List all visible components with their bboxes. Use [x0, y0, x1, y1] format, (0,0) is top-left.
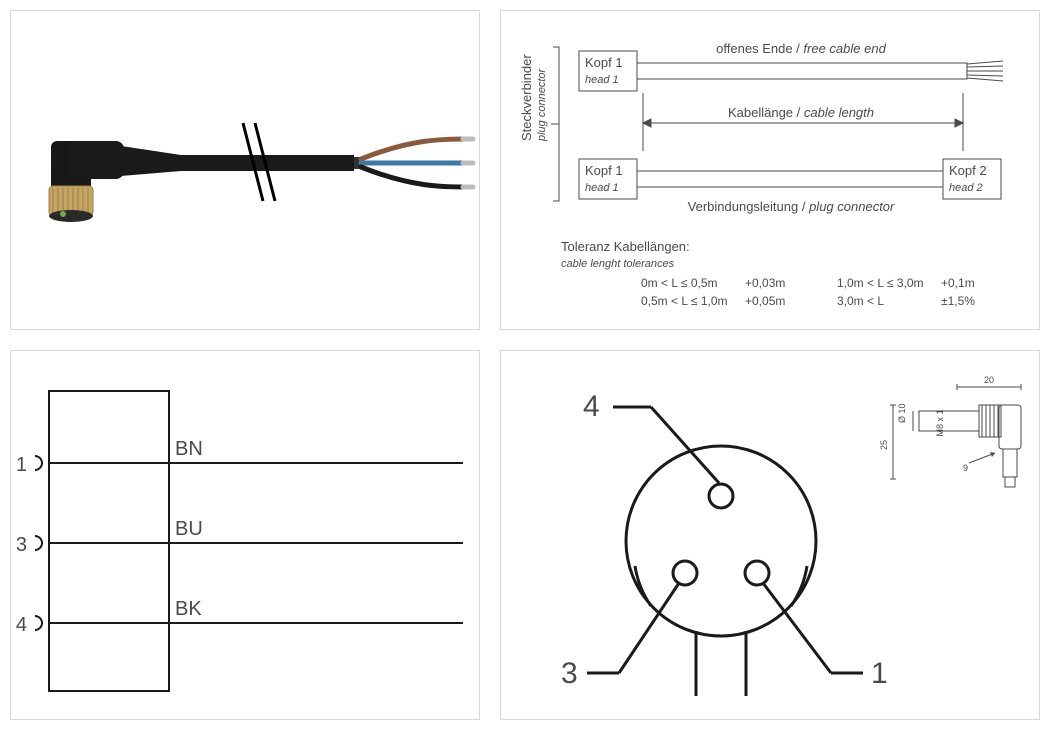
svg-text:Verbindungsleitung / plug conn: Verbindungsleitung / plug connector	[688, 199, 895, 214]
mid-label-en: cable length	[804, 105, 874, 120]
pin-label-1: 1	[871, 657, 888, 690]
product-photo-svg	[11, 11, 481, 331]
bot-head2-en: head 2	[949, 182, 983, 194]
pin-label-3: 3	[561, 657, 578, 690]
under-label-de: Verbindungsleitung	[688, 199, 799, 214]
wires	[361, 139, 473, 187]
mech-thread: M8 x 1	[935, 409, 945, 436]
bot-head1-en: head 1	[585, 182, 619, 194]
side-label-de: Steckverbinder	[519, 54, 534, 141]
connector-body	[49, 141, 181, 222]
product-photo-panel	[10, 10, 480, 330]
side-label-en: plug connector	[536, 68, 548, 142]
top-head1-en: head 1	[585, 74, 619, 86]
mech-width: 20	[984, 375, 994, 385]
top-label-de: offenes Ende	[716, 41, 792, 56]
svg-text:Kabellänge / cable length: Kabellänge / cable length	[728, 105, 874, 120]
pin-3-code: BU	[175, 518, 203, 540]
under-label-en: plug connector	[808, 199, 895, 214]
tol-2-tol: +0,1m	[941, 276, 975, 290]
pin-label-4: 4	[583, 390, 600, 423]
pin-1-num: 1	[16, 454, 27, 476]
pin-4-num: 4	[16, 614, 27, 636]
mech-height: 25	[879, 440, 889, 450]
pin-4-code: BK	[175, 598, 202, 620]
tol-3-tol: ±1,5%	[941, 294, 975, 308]
top-label-en: free cable end	[803, 41, 886, 56]
pin-1-code: BN	[175, 438, 203, 460]
tol-0-range: 0m < L ≤ 0,5m	[641, 276, 718, 290]
cable-length-svg: Steckverbinder plug connector Kopf 1 hea…	[501, 11, 1041, 331]
wiring-diagram-svg: 1 3 4 BN BU BK	[11, 351, 481, 721]
pinout-svg: 4 3 1 20	[501, 351, 1041, 721]
pin-3-num: 3	[16, 534, 27, 556]
svg-text:offenes Ende / free cable end: offenes Ende / free cable end	[716, 41, 886, 56]
tol-title-en: cable lenght tolerances	[561, 258, 675, 270]
bot-head2-de: Kopf 2	[949, 163, 987, 178]
mech-tail: 9	[963, 463, 968, 473]
tol-title-de: Toleranz Kabellängen:	[561, 239, 690, 254]
top-head1-de: Kopf 1	[585, 55, 623, 70]
mid-label-de: Kabellänge	[728, 105, 793, 120]
tol-2-range: 1,0m < L ≤ 3,0m	[837, 276, 924, 290]
cable-length-panel: Steckverbinder plug connector Kopf 1 hea…	[500, 10, 1040, 330]
pinout-panel: 4 3 1 20	[500, 350, 1040, 720]
wiring-diagram-panel: 1 3 4 BN BU BK	[10, 350, 480, 720]
tol-0-tol: +0,03m	[745, 276, 785, 290]
mech-dia: Ø 10	[897, 403, 907, 423]
tol-1-tol: +0,05m	[745, 294, 785, 308]
bot-head1-de: Kopf 1	[585, 163, 623, 178]
tol-3-range: 3,0m < L	[837, 294, 884, 308]
tol-1-range: 0,5m < L ≤ 1,0m	[641, 294, 728, 308]
